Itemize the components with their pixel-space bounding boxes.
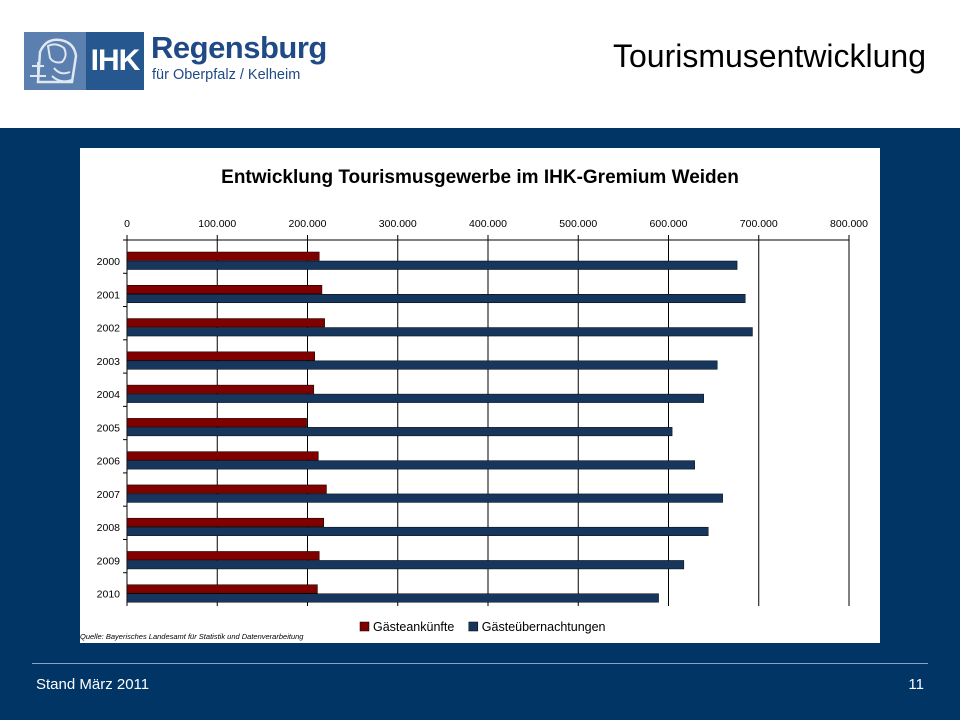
y-category-label: 2001 [97,289,121,301]
bar-gaesteuebernachtungen [126,294,746,304]
slide-header: IHK Regensburg für Oberpfalz / Kelheim T… [0,0,960,128]
source-note: Quelle: Bayerisches Landesamt für Statis… [80,632,304,641]
y-category-label: 2009 [97,555,121,567]
y-category-label: 2002 [97,323,121,335]
y-category-label: 2006 [97,456,121,468]
bar-gaesteankuenfte [126,318,325,328]
x-tick-label: 700.000 [740,218,778,230]
y-category-label: 2008 [97,522,121,534]
bar-gaesteankuenfte [126,551,320,561]
bar-gaesteuebernachtungen [126,360,718,370]
footer-date: Stand März 2011 [36,676,150,693]
bar-gaesteankuenfte [126,484,327,494]
x-tick-label: 600.000 [650,218,688,230]
ihk-logo-text: IHK [86,32,144,90]
legend-label: Gästeankünfte [373,620,454,634]
chart-container: Entwicklung Tourismusgewerbe im IHK-Grem… [80,148,880,643]
bar-gaesteuebernachtungen [126,427,673,437]
y-category-label: 2005 [97,422,121,434]
legend-swatch [468,621,479,632]
bar-gaesteankuenfte [126,517,324,527]
legend-label: Gästeübernachtungen [482,620,606,634]
bar-chart: Entwicklung Tourismusgewerbe im IHK-Grem… [80,167,868,641]
y-category-label: 2000 [97,256,121,268]
ihk-lion-logo [24,32,86,90]
bar-gaesteankuenfte [126,384,315,394]
bar-gaesteuebernachtungen [126,560,685,570]
logo-city-name: Regensburg [151,30,327,65]
bar-gaesteankuenfte [126,351,315,361]
bar-gaesteuebernachtungen [126,260,738,270]
x-tick-label: 200.000 [289,218,327,230]
bar-gaesteankuenfte [126,451,319,461]
x-tick-label: 800.000 [830,218,868,230]
x-tick-label: 100.000 [198,218,236,230]
slide-title: Tourismusentwicklung [612,38,926,74]
bar-gaesteuebernachtungen [126,327,753,337]
y-category-label: 2010 [97,589,121,601]
x-tick-label: 0 [124,218,130,230]
logo-subtitle: für Oberpfalz / Kelheim [152,67,301,83]
x-tick-label: 400.000 [469,218,507,230]
bar-gaesteuebernachtungen [126,460,695,470]
bar-gaesteuebernachtungen [126,593,659,603]
chart-title: Entwicklung Tourismusgewerbe im IHK-Grem… [221,167,739,188]
x-tick-label: 300.000 [379,218,417,230]
page-number: 11 [908,676,924,693]
legend-swatch [359,621,370,632]
lion-emblem-icon [30,38,78,84]
bar-gaesteankuenfte [126,584,318,594]
bar-gaesteankuenfte [126,251,320,261]
bar-gaesteuebernachtungen [126,526,709,536]
bar-gaesteuebernachtungen [126,393,704,403]
y-category-label: 2003 [97,356,121,368]
y-category-label: 2004 [97,389,121,401]
x-tick-label: 500.000 [559,218,597,230]
footer-divider [32,663,928,664]
bar-gaesteuebernachtungen [126,493,723,503]
y-category-label: 2007 [97,489,121,501]
bar-gaesteankuenfte [126,285,323,295]
bar-gaesteankuenfte [126,418,307,428]
